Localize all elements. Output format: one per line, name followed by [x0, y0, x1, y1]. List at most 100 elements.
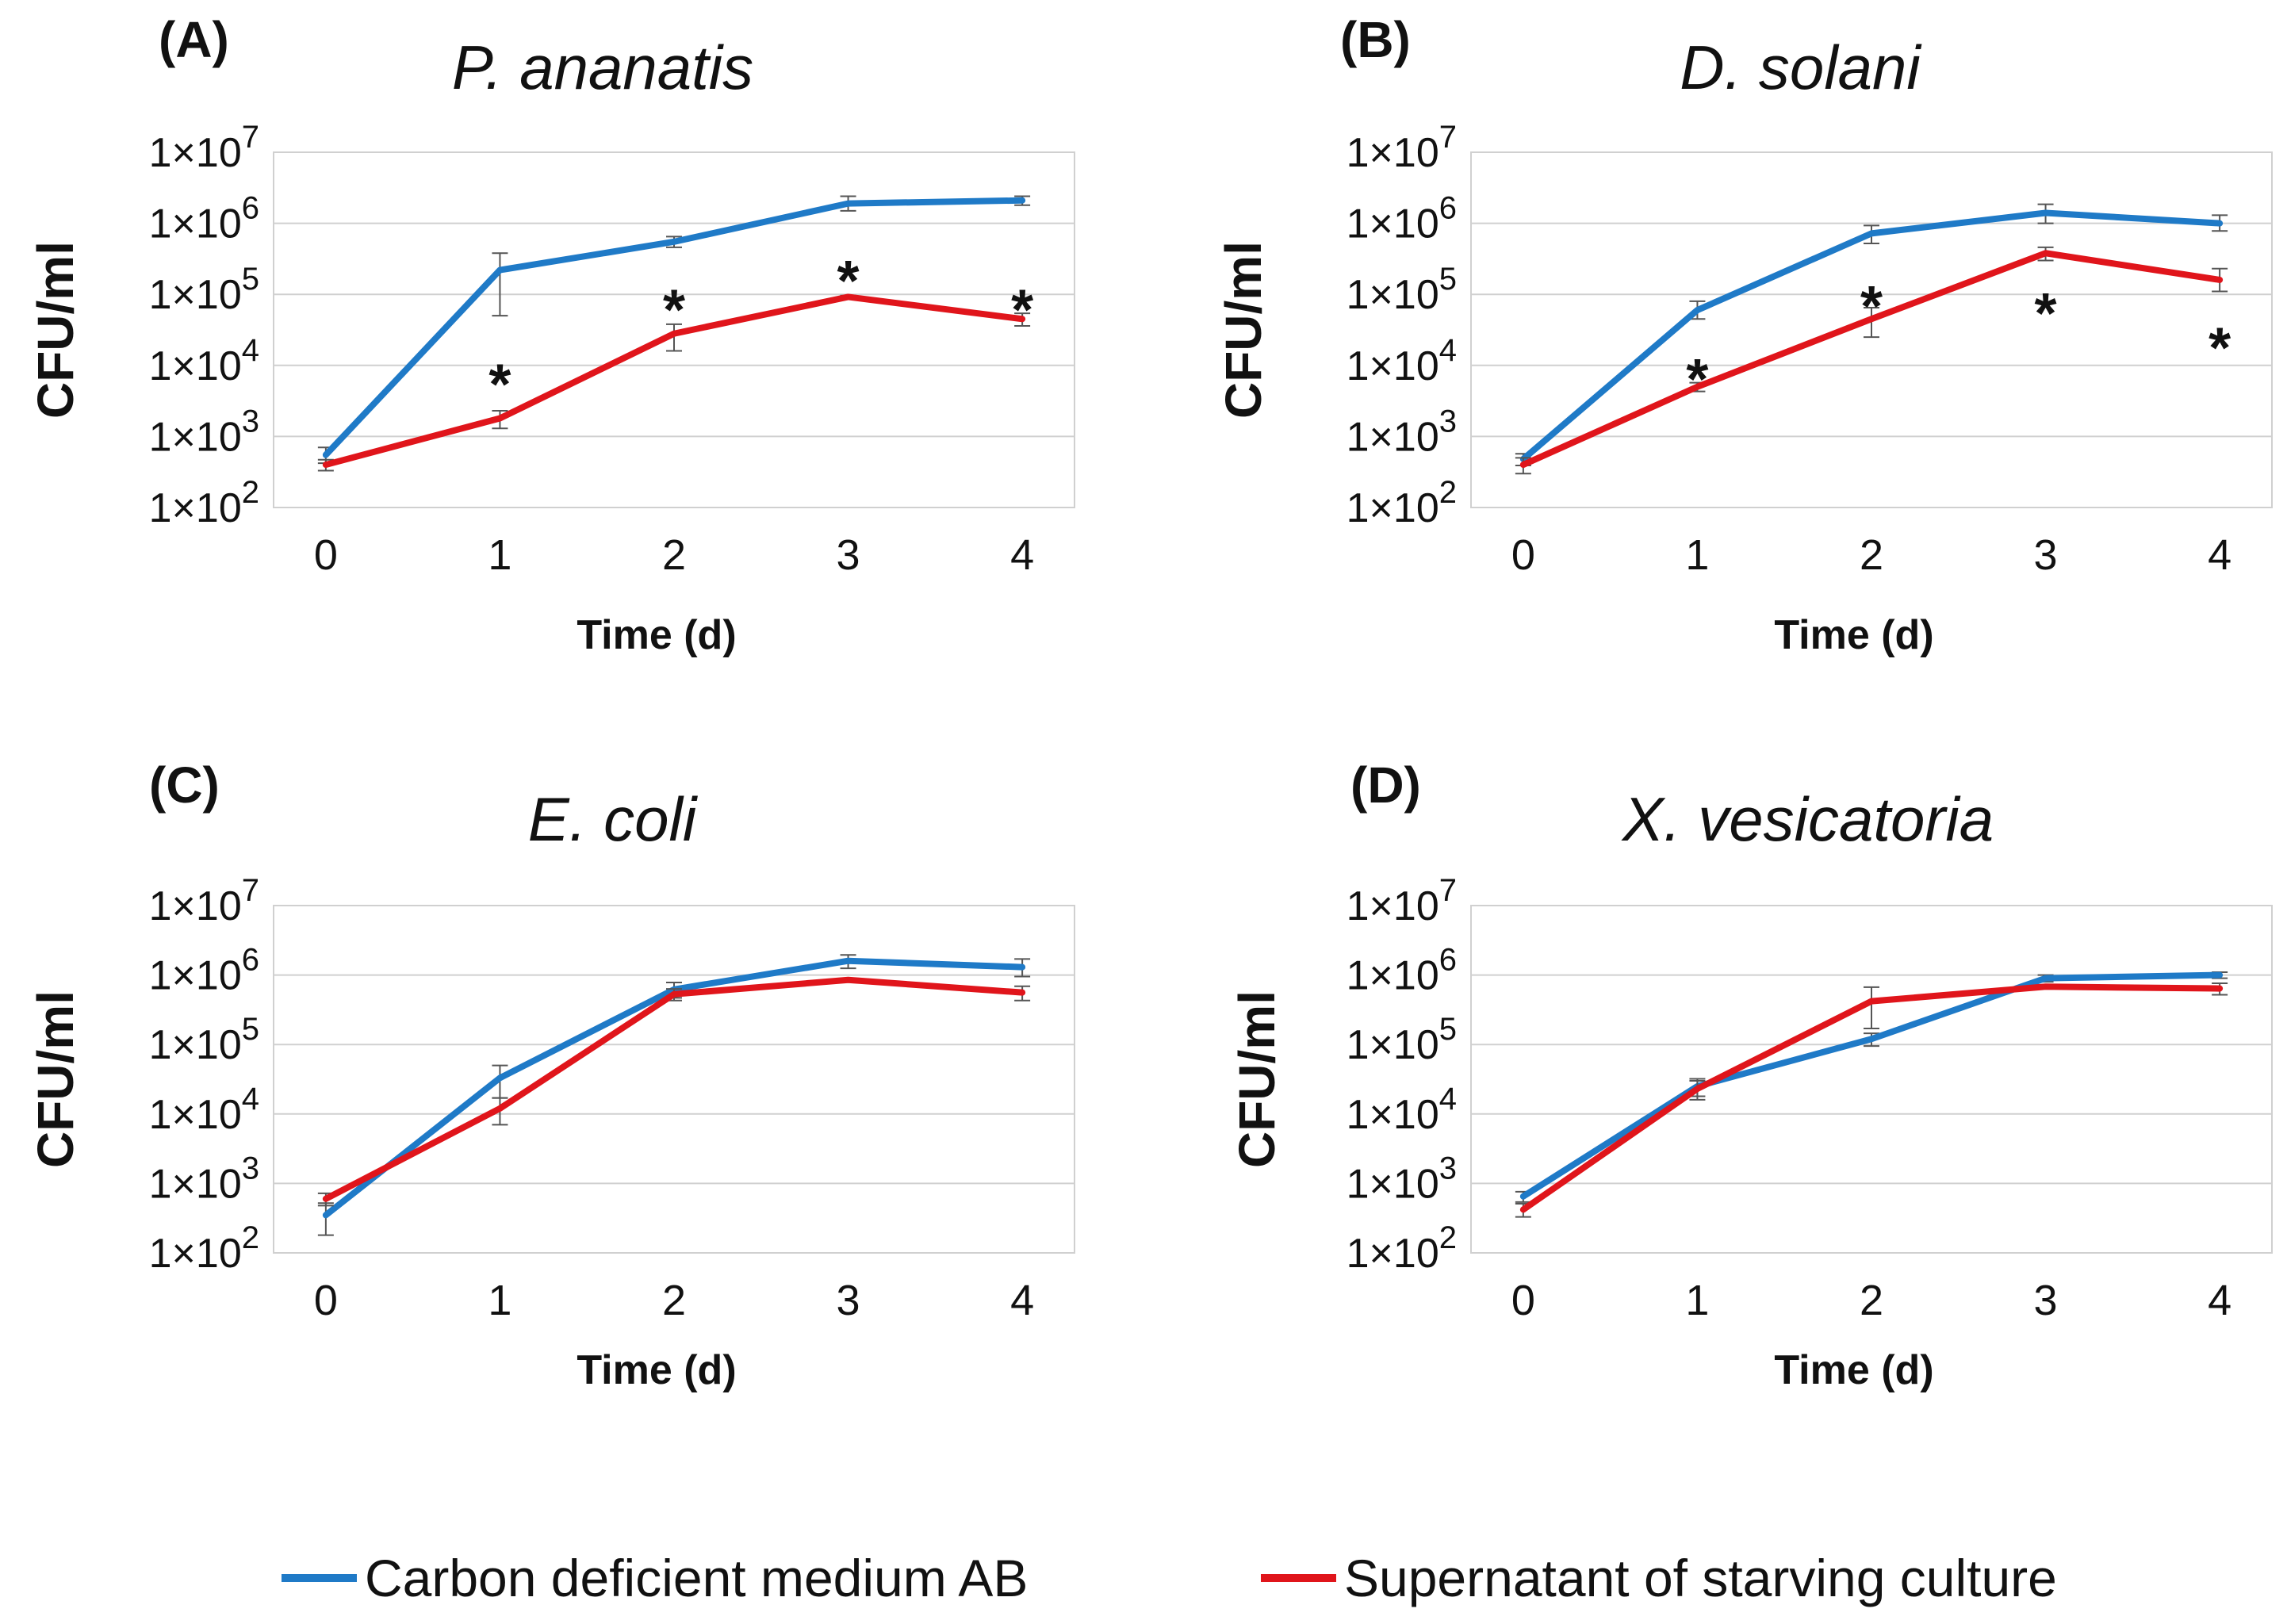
data-point — [324, 1214, 327, 1216]
panel-letter: (D) — [1350, 756, 1421, 814]
panel-title: X. vesicatoria — [1621, 784, 1994, 854]
data-point — [499, 1077, 501, 1079]
data-point — [1522, 1208, 1524, 1211]
y-tick-label: 1×103 — [149, 1151, 259, 1207]
y-tick-label: 1×106 — [1347, 191, 1457, 247]
data-point — [1696, 309, 1699, 312]
data-point — [324, 464, 327, 466]
x-tick-label: 2 — [1860, 531, 1883, 579]
x-tick-label: 3 — [837, 1277, 860, 1324]
data-point — [499, 417, 501, 419]
data-point — [847, 296, 849, 298]
y-tick-label: 1×107 — [1347, 120, 1457, 176]
data-point — [2044, 212, 2047, 214]
legend-label: Carbon deficient medium AB — [365, 1549, 1028, 1607]
y-tick-label: 1×103 — [1347, 1151, 1457, 1207]
data-point — [847, 202, 849, 205]
significance-marker: * — [488, 353, 511, 416]
x-tick-label: 2 — [662, 531, 686, 579]
y-axis-label: CFU/ml — [1215, 241, 1272, 419]
chart-panel-1: 1×102 1×103 1×104 1×105 1×106 1×107 0 1 2 3 4 * * * * (… — [27, 11, 1075, 658]
x-tick-label: 4 — [1010, 531, 1034, 579]
data-point — [847, 979, 849, 981]
data-point — [2044, 252, 2047, 255]
data-point — [1522, 1195, 1524, 1197]
data-point — [2219, 987, 2221, 990]
data-point — [1021, 991, 1024, 994]
y-tick-label: 1×103 — [149, 404, 259, 460]
data-point — [1871, 318, 1872, 320]
panel-title: P. ananatis — [452, 33, 753, 102]
y-tick-label: 1×106 — [149, 191, 259, 247]
x-tick-label: 1 — [1685, 1277, 1709, 1324]
x-tick-label: 4 — [1010, 1277, 1034, 1324]
significance-marker: * — [837, 250, 860, 313]
data-point — [1696, 1088, 1699, 1090]
data-point — [2219, 222, 2221, 224]
significance-marker: * — [1860, 275, 1883, 339]
x-tick-label: 0 — [1511, 531, 1535, 579]
y-tick-label: 1×105 — [149, 262, 259, 318]
data-point — [324, 454, 327, 456]
y-tick-label: 1×104 — [149, 1082, 259, 1138]
data-point — [1871, 1038, 1872, 1040]
data-point — [499, 1107, 501, 1109]
series-2 — [1515, 982, 2228, 1218]
y-tick-label: 1×107 — [149, 120, 259, 176]
data-point — [673, 993, 675, 995]
data-point — [673, 332, 675, 335]
series-2 — [317, 976, 1031, 1207]
y-tick-label: 1×107 — [149, 873, 259, 929]
data-point — [1871, 232, 1872, 235]
x-axis-label: Time (d) — [1774, 612, 1933, 658]
y-tick-label: 1×104 — [1347, 1082, 1457, 1138]
x-axis-label: Time (d) — [577, 612, 736, 658]
y-tick-label: 1×106 — [149, 943, 259, 999]
series-1 — [1515, 971, 2228, 1203]
significance-marker: * — [663, 278, 685, 342]
data-point — [673, 240, 675, 243]
x-tick-label: 2 — [662, 1277, 686, 1324]
x-tick-label: 1 — [1685, 531, 1709, 579]
significance-marker: * — [1011, 278, 1033, 342]
plot-area — [273, 905, 1075, 1254]
series-2 — [317, 293, 1031, 472]
y-tick-label: 1×102 — [1347, 475, 1457, 531]
y-tick-label: 1×105 — [149, 1012, 259, 1068]
x-tick-label: 0 — [314, 531, 338, 579]
significance-marker: * — [2208, 317, 2231, 381]
y-axis-label: CFU/ml — [1228, 990, 1285, 1168]
panel-title: E. coli — [528, 784, 699, 854]
data-point — [2044, 977, 2047, 979]
y-axis-label: CFU/ml — [27, 241, 84, 419]
x-tick-label: 3 — [837, 531, 860, 579]
y-tick-label: 1×102 — [149, 1220, 259, 1277]
x-tick-label: 0 — [1511, 1277, 1535, 1324]
significance-marker: * — [1686, 348, 1708, 412]
y-tick-label: 1×105 — [1347, 262, 1457, 318]
y-tick-label: 1×103 — [1347, 404, 1457, 460]
data-point — [2219, 974, 2221, 976]
data-point — [1522, 464, 1524, 466]
panel-letter: (B) — [1340, 11, 1411, 68]
y-tick-label: 1×104 — [1347, 333, 1457, 389]
data-point — [847, 959, 849, 962]
series-line — [322, 976, 1026, 1202]
data-point — [499, 269, 501, 271]
y-tick-label: 1×102 — [149, 475, 259, 531]
x-tick-label: 4 — [2208, 531, 2231, 579]
plot-area — [1470, 905, 2273, 1254]
data-point — [324, 1197, 327, 1200]
series-1 — [317, 195, 1031, 465]
y-tick-label: 1×105 — [1347, 1012, 1457, 1068]
x-tick-label: 4 — [2208, 1277, 2231, 1324]
legend-label: Supernatant of starving culture — [1344, 1549, 2057, 1607]
panel-letter: (C) — [149, 756, 220, 814]
data-point — [1696, 385, 1699, 388]
chart-panel-3: 1×102 1×103 1×104 1×105 1×106 1×107 0 1 2 3 4 (C) E.… — [27, 756, 1075, 1393]
data-point — [2044, 986, 2047, 988]
significance-marker: * — [2035, 282, 2057, 346]
data-point — [1021, 966, 1024, 968]
legend: Carbon deficient medium AB Supernatant of… — [282, 1549, 2057, 1607]
